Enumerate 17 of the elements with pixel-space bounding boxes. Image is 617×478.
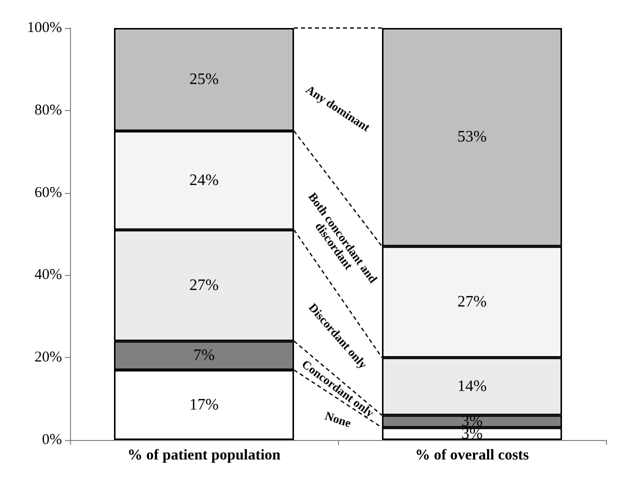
y-tick-label: 100% bbox=[27, 20, 62, 36]
x-tick-label: % of patient population bbox=[128, 448, 282, 464]
data-label: 14% bbox=[457, 378, 487, 395]
data-label: 27% bbox=[457, 293, 487, 310]
text: None bbox=[323, 408, 354, 430]
y-tick-label: 20% bbox=[34, 350, 62, 366]
y-tick-label: 80% bbox=[34, 102, 62, 118]
data-label: 17% bbox=[189, 396, 219, 414]
x-tick-label: % of overall costs bbox=[415, 448, 530, 464]
data-label: 24% bbox=[189, 172, 219, 189]
y-tick-label: 40% bbox=[34, 267, 62, 284]
y-tick-label: 0% bbox=[42, 432, 62, 448]
y-tick-label: 60% bbox=[34, 184, 62, 201]
data-label: 7% bbox=[193, 347, 215, 364]
data-label: 53% bbox=[457, 128, 487, 146]
data-label: 25% bbox=[189, 71, 219, 88]
data-label: 27% bbox=[189, 277, 219, 294]
